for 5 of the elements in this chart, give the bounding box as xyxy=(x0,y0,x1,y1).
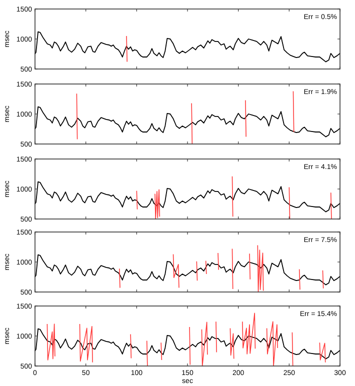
line-series xyxy=(34,181,340,212)
line-series xyxy=(34,254,340,286)
line-series xyxy=(34,31,340,62)
line-series xyxy=(34,106,340,138)
line-series xyxy=(34,328,340,360)
